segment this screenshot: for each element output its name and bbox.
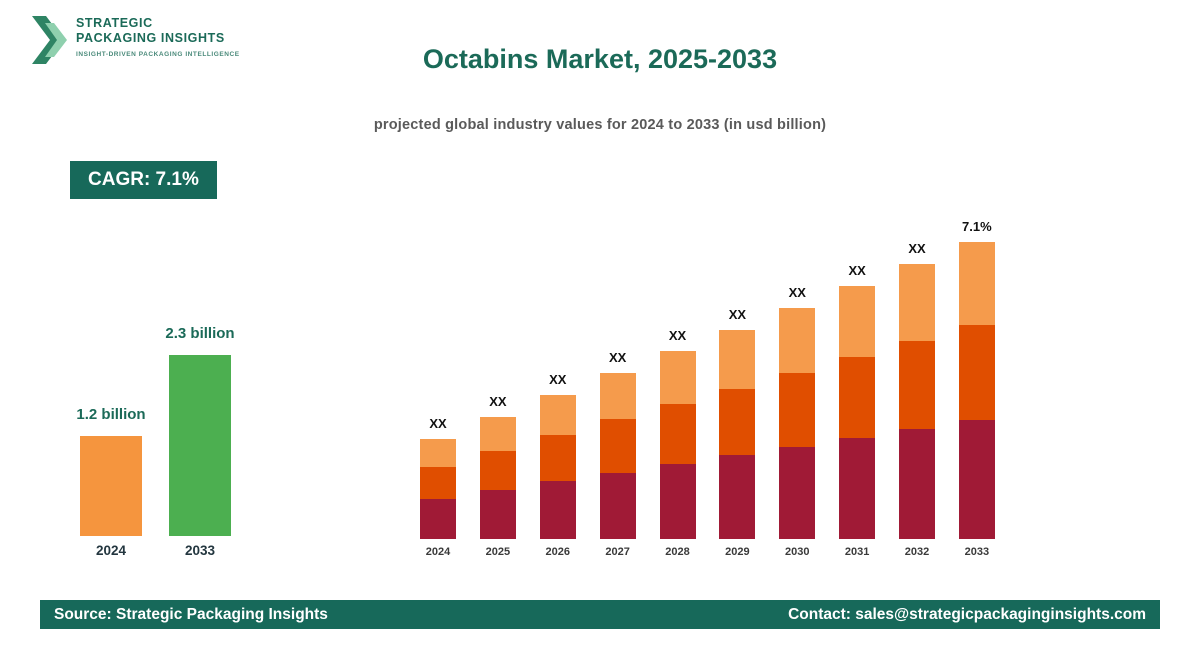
bar-segment (479, 451, 516, 491)
stacked-bar (719, 330, 756, 539)
mini-bar-value-label: 1.2 billion (76, 406, 146, 423)
page-subtitle: projected global industry values for 202… (373, 117, 827, 133)
bar-value-label: XX (788, 285, 806, 300)
mini-bar-column: 2.3 billion 2033 (165, 325, 234, 558)
bar-segment (839, 437, 876, 539)
bar-column: XX 2029 (719, 307, 756, 558)
footer-contact: Contact: sales@strategicpackaginginsight… (788, 605, 1146, 623)
mini-bar-value-label: 2.3 billion (165, 325, 235, 342)
footer-bar: Source: Strategic Packaging Insights Con… (40, 600, 1160, 629)
bar-value-label: XX (728, 307, 747, 322)
bar-segment (719, 388, 756, 456)
stacked-bar (779, 308, 816, 539)
bar-segment (479, 417, 516, 452)
bar-column: XX 2028 (659, 328, 696, 558)
bar-segment (899, 341, 935, 429)
bar-year-label: 2031 (844, 546, 870, 558)
bar-segment (899, 429, 935, 539)
bar-year-label: 2033 (964, 546, 990, 558)
bar-value-label: XX (429, 416, 447, 431)
stacked-bar (479, 417, 516, 539)
bar-segment (599, 419, 636, 473)
bar-segment (420, 499, 456, 539)
bar-segment (479, 490, 516, 539)
bar-segment (659, 463, 696, 539)
main-chart: XX 2024 XX 2025 XX 2026 XX 2027 XX 2028 XX 2029 XX 20… (420, 200, 995, 558)
bar-column: XX 2026 (539, 372, 576, 558)
bar-year-label: 2027 (605, 546, 630, 558)
bar-segment (958, 325, 995, 421)
bar-segment (779, 446, 816, 539)
bar-value-label: XX (848, 263, 866, 278)
bar-year-label: 2029 (725, 546, 750, 558)
bar-value-label: 7.1% (962, 219, 992, 234)
bar-segment (539, 481, 576, 539)
footer-source: Source: Strategic Packaging Insights (54, 605, 328, 623)
bar-segment (659, 403, 696, 464)
stacked-bar (599, 373, 636, 539)
endpoint-comparison-chart: 1.2 billion 2024 2.3 billion 2033 (76, 320, 234, 558)
logo-line-2: PACKAGING INSIGHTS (76, 31, 225, 45)
stacked-bar (839, 286, 876, 539)
bar-segment (539, 395, 576, 436)
mini-bar (80, 436, 142, 536)
logo: STRATEGIC PACKAGING INSIGHTS INSIGHT-DRI… (30, 14, 240, 71)
bar-value-label: XX (549, 372, 567, 387)
page-title: Octabins Market, 2025-2033 (422, 44, 778, 74)
logo-tagline: INSIGHT-DRIVEN PACKAGING INTELLIGENCE (76, 51, 240, 58)
bar-column: 7.1% 2033 (958, 219, 995, 558)
mini-bar (169, 355, 231, 536)
bar-column: XX 2027 (599, 350, 636, 558)
mini-bar-year-label: 2033 (184, 543, 216, 558)
bar-column: XX 2031 (839, 263, 876, 558)
logo-chevron-icon (30, 14, 68, 71)
bar-column: XX 2030 (779, 285, 816, 558)
bar-year-label: 2025 (485, 546, 511, 558)
logo-line-1: STRATEGIC (76, 16, 153, 30)
bar-year-label: 2026 (545, 546, 570, 558)
bar-segment (719, 455, 756, 539)
bar-segment (599, 472, 636, 539)
bar-segment (958, 420, 995, 539)
stacked-bar (539, 395, 576, 539)
stacked-bar (958, 242, 995, 539)
bar-value-label: XX (608, 350, 627, 365)
bar-year-label: 2028 (665, 546, 690, 558)
bar-column: XX 2024 (420, 416, 456, 558)
bar-segment (779, 372, 816, 447)
bar-segment (599, 373, 636, 420)
bar-segment (958, 242, 995, 326)
stacked-bar (899, 264, 935, 539)
bar-year-label: 2024 (425, 546, 451, 558)
bar-segment (420, 467, 456, 499)
bar-segment (420, 439, 456, 467)
bar-segment (539, 435, 576, 482)
cagr-badge: CAGR: 7.1% (70, 161, 217, 199)
logo-text: STRATEGIC PACKAGING INSIGHTS INSIGHT-DRI… (76, 14, 240, 58)
bar-column: XX 2025 (479, 394, 516, 558)
bar-value-label: XX (489, 394, 507, 409)
bar-segment (899, 264, 935, 341)
bar-segment (779, 308, 816, 373)
bar-year-label: 2030 (785, 546, 810, 558)
bar-year-label: 2032 (904, 546, 930, 558)
stacked-bar (659, 351, 696, 539)
stacked-bar (420, 439, 456, 539)
mini-bar-year-label: 2024 (95, 543, 127, 558)
bar-segment (839, 286, 876, 357)
bar-segment (659, 351, 696, 404)
mini-bar-column: 1.2 billion 2024 (76, 406, 145, 558)
bar-segment (719, 330, 756, 389)
bar-segment (839, 356, 876, 438)
bar-column: XX 2032 (899, 241, 935, 558)
bar-value-label: XX (668, 328, 687, 343)
bar-value-label: XX (908, 241, 926, 256)
